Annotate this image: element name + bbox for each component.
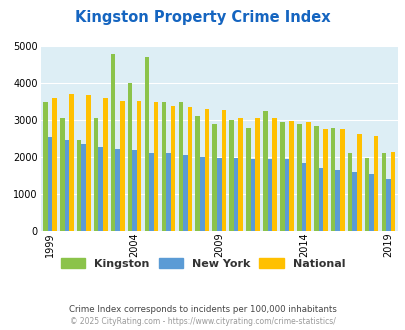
- Bar: [128, 83, 132, 231]
- Bar: [166, 153, 171, 231]
- Bar: [255, 117, 259, 231]
- Bar: [171, 106, 175, 231]
- Bar: [94, 118, 98, 231]
- Bar: [267, 159, 272, 231]
- Bar: [111, 53, 115, 231]
- Bar: [313, 126, 318, 231]
- Bar: [272, 118, 276, 231]
- Bar: [52, 98, 57, 231]
- Text: Kingston Property Crime Index: Kingston Property Crime Index: [75, 10, 330, 25]
- Bar: [64, 141, 69, 231]
- Bar: [200, 157, 204, 231]
- Bar: [381, 153, 385, 231]
- Bar: [43, 102, 47, 231]
- Bar: [47, 137, 52, 231]
- Bar: [250, 158, 255, 231]
- Bar: [296, 124, 301, 231]
- Bar: [77, 141, 81, 231]
- Bar: [183, 155, 187, 231]
- Bar: [347, 153, 352, 231]
- Bar: [339, 129, 344, 231]
- Bar: [369, 174, 373, 231]
- Bar: [246, 127, 250, 231]
- Bar: [322, 129, 327, 231]
- Bar: [81, 144, 86, 231]
- Bar: [373, 136, 377, 231]
- Bar: [187, 107, 192, 231]
- Bar: [132, 150, 136, 231]
- Bar: [149, 153, 153, 231]
- Bar: [221, 110, 226, 231]
- Bar: [352, 172, 356, 231]
- Bar: [356, 134, 361, 231]
- Bar: [86, 95, 90, 231]
- Bar: [195, 116, 200, 231]
- Bar: [238, 118, 243, 231]
- Bar: [69, 94, 74, 231]
- Bar: [60, 118, 64, 231]
- Bar: [115, 148, 119, 231]
- Bar: [161, 102, 166, 231]
- Bar: [98, 147, 103, 231]
- Text: © 2025 CityRating.com - https://www.cityrating.com/crime-statistics/: © 2025 CityRating.com - https://www.city…: [70, 317, 335, 326]
- Bar: [233, 158, 238, 231]
- Bar: [144, 57, 149, 231]
- Bar: [119, 101, 124, 231]
- Bar: [288, 121, 293, 231]
- Bar: [153, 102, 158, 231]
- Bar: [204, 109, 209, 231]
- Bar: [212, 124, 216, 231]
- Bar: [305, 122, 310, 231]
- Bar: [136, 101, 141, 231]
- Bar: [103, 98, 107, 231]
- Bar: [318, 168, 322, 231]
- Bar: [279, 122, 284, 231]
- Bar: [330, 127, 335, 231]
- Bar: [364, 158, 369, 231]
- Legend: Kingston, New York, National: Kingston, New York, National: [56, 253, 349, 273]
- Bar: [301, 163, 305, 231]
- Bar: [216, 158, 221, 231]
- Bar: [284, 159, 288, 231]
- Bar: [335, 170, 339, 231]
- Bar: [229, 120, 233, 231]
- Bar: [385, 179, 390, 231]
- Bar: [178, 102, 183, 231]
- Bar: [390, 152, 394, 231]
- Text: Crime Index corresponds to incidents per 100,000 inhabitants: Crime Index corresponds to incidents per…: [69, 305, 336, 314]
- Bar: [262, 111, 267, 231]
